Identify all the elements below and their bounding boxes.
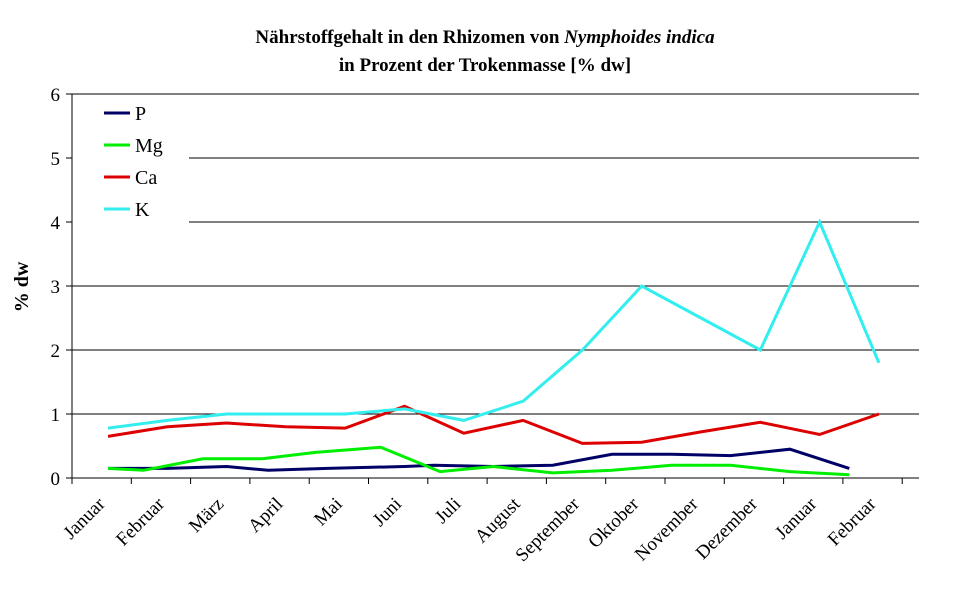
x-tick-label-9: Oktober xyxy=(584,493,643,552)
x-tick-label-10: November xyxy=(631,493,703,565)
chart-title-species: Nymphoides indica xyxy=(563,27,715,48)
chart-title-line2: in Prozent der Trokenmasse [% dw] xyxy=(339,55,631,76)
x-tick-label-12: Januar xyxy=(771,493,821,543)
series-line-k xyxy=(107,218,881,430)
series-line-ca xyxy=(107,404,880,445)
legend-label-p: P xyxy=(135,103,146,125)
y-tick-label-6: 6 xyxy=(51,85,61,106)
y-tick-label-4: 4 xyxy=(51,213,61,234)
y-tick-label-5: 5 xyxy=(51,149,61,170)
series-line-p xyxy=(108,447,850,472)
x-tick-label-2: März xyxy=(185,494,228,537)
series-line-mg xyxy=(107,445,850,477)
x-tick-label-4: Mai xyxy=(310,494,346,530)
x-tick-label-0: Januar xyxy=(60,493,110,543)
y-tick-label-1: 1 xyxy=(51,405,61,426)
x-tick-label-6: Juli xyxy=(431,494,465,528)
y-tick-label-2: 2 xyxy=(51,341,61,362)
y-tick-label-0: 0 xyxy=(51,469,61,490)
legend-label-k: K xyxy=(135,199,150,221)
x-tick-label-11: Dezember xyxy=(692,493,763,564)
axes xyxy=(66,93,919,484)
y-tick-labels: 0 1 2 3 4 5 6 xyxy=(51,85,61,490)
x-tick-label-8: September xyxy=(512,493,585,566)
x-tick-label-13: Februar xyxy=(824,493,881,550)
y-tick-label-3: 3 xyxy=(51,277,61,298)
x-tick-label-1: Februar xyxy=(112,493,169,550)
series-lines xyxy=(107,218,881,477)
legend: P Mg Ca K xyxy=(104,103,163,221)
x-tick-label-7: August xyxy=(471,493,525,547)
y-axis-label: % dw xyxy=(11,261,33,312)
gridlines xyxy=(72,93,919,415)
legend-label-ca: Ca xyxy=(135,167,157,189)
chart-title-prefix: Nährstoffgehalt in den Rhizomen von xyxy=(255,27,564,48)
x-tick-labels: Januar Februar März April Mai Juni Juli AugustS… xyxy=(60,493,881,566)
legend-label-mg: Mg xyxy=(135,135,163,157)
chart-title-line1: Nährstoffgehalt in den Rhizomen von Nymp… xyxy=(255,27,715,48)
x-tick-label-5: Juni xyxy=(369,494,406,531)
x-tick-label-3: April xyxy=(244,494,287,537)
